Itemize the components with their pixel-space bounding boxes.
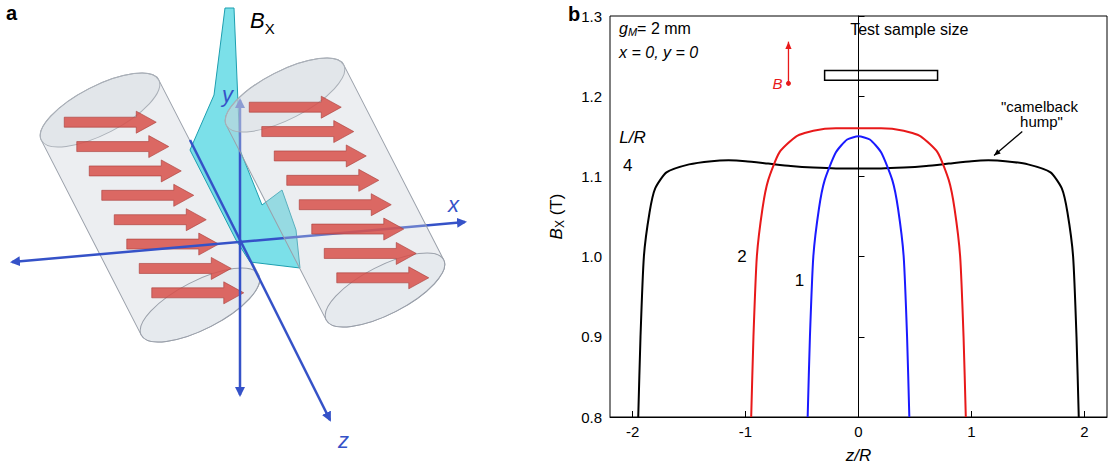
svg-text:0.8: 0.8	[581, 409, 602, 426]
svg-text:4: 4	[623, 156, 632, 175]
svg-text:1.2: 1.2	[581, 88, 602, 105]
svg-text:B: B	[547, 228, 566, 239]
svg-text:b: b	[568, 3, 580, 25]
svg-text:M: M	[627, 26, 638, 39]
svg-text:1.1: 1.1	[581, 168, 602, 185]
svg-text:= 2 mm: = 2 mm	[637, 20, 691, 37]
svg-text:Test sample size: Test sample size	[850, 21, 968, 38]
svg-text:x: x	[447, 192, 460, 217]
svg-text:L/R: L/R	[619, 128, 645, 147]
svg-text:1: 1	[795, 271, 804, 290]
svg-text:-1: -1	[739, 423, 752, 440]
svg-text:a: a	[6, 2, 18, 24]
svg-text:g: g	[619, 20, 628, 37]
svg-text:(T): (T)	[547, 194, 566, 220]
svg-text:1.3: 1.3	[581, 8, 602, 25]
svg-text:BX: BX	[250, 8, 275, 37]
svg-text:z/R: z/R	[845, 446, 872, 465]
svg-text:0.9: 0.9	[581, 328, 602, 345]
svg-text:"camelback: "camelback	[1000, 97, 1083, 115]
svg-text:2: 2	[1080, 423, 1088, 440]
svg-text:y: y	[220, 82, 235, 107]
svg-text:x = 0, y = 0: x = 0, y = 0	[618, 44, 698, 61]
svg-text:2: 2	[737, 247, 746, 266]
svg-text:hump": hump"	[1020, 113, 1063, 130]
svg-text:1.0: 1.0	[581, 248, 602, 265]
svg-text:-2: -2	[626, 423, 639, 440]
svg-text:X: X	[553, 220, 567, 228]
svg-text:0: 0	[854, 423, 862, 440]
svg-text:z: z	[337, 428, 349, 453]
svg-text:B: B	[772, 75, 782, 92]
svg-text:1: 1	[967, 423, 975, 440]
